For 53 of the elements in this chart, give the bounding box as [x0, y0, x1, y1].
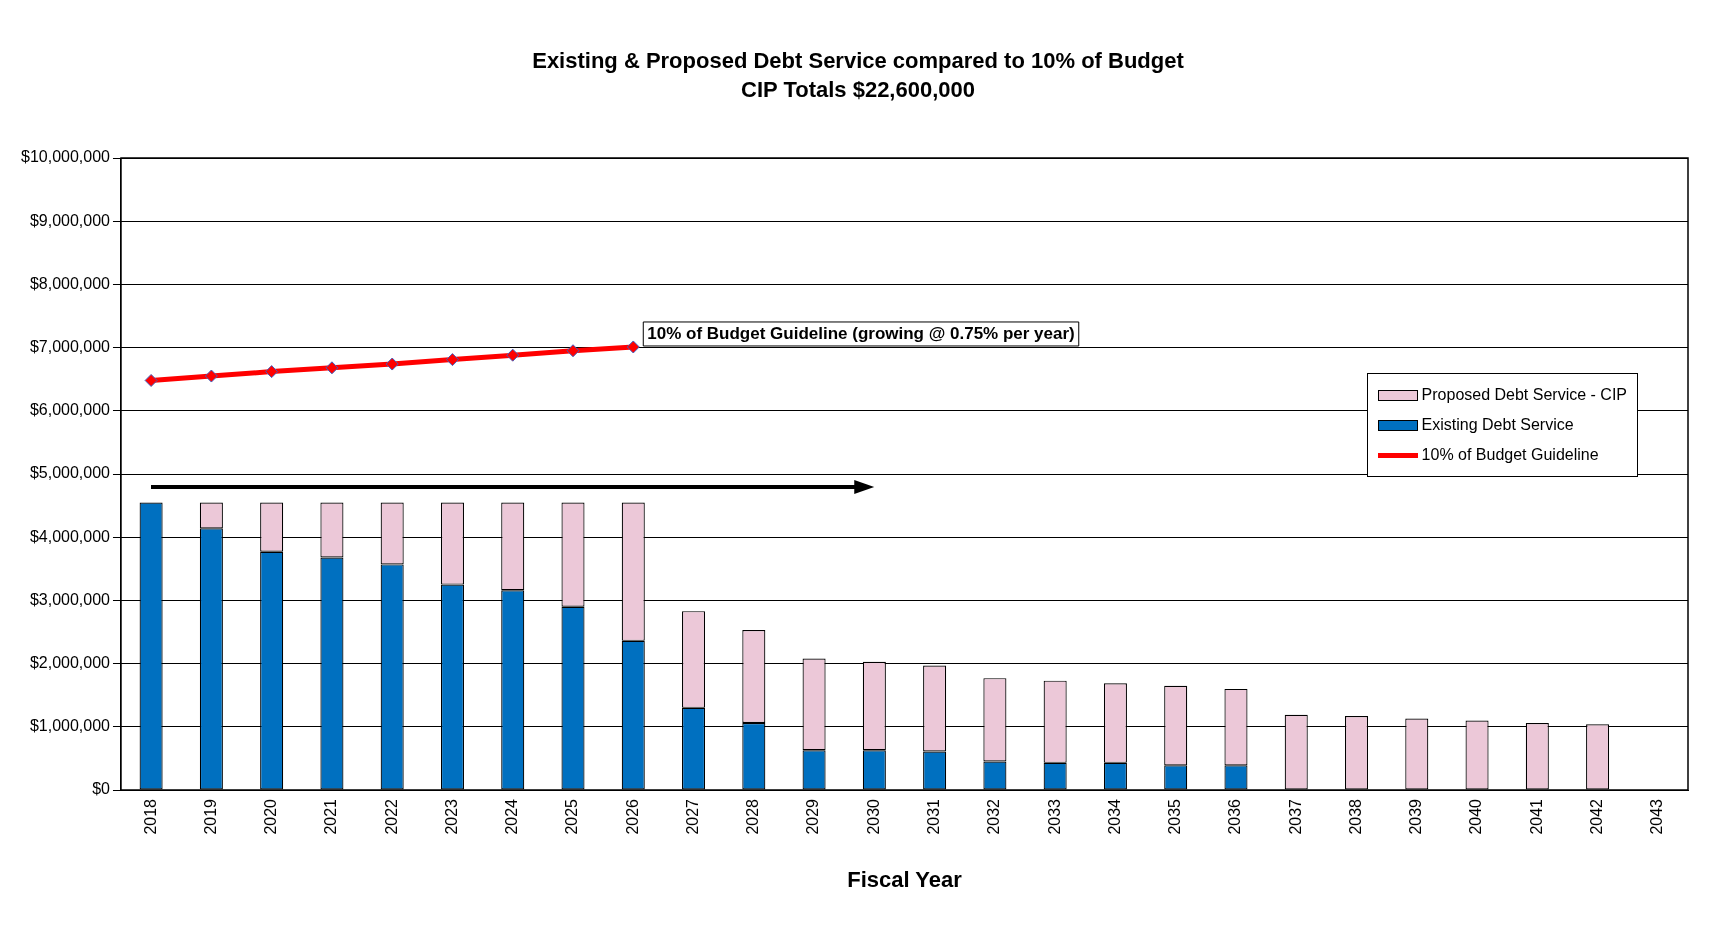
point — [204, 369, 218, 383]
x-tick-label: 2025 — [563, 798, 581, 835]
x-tick-label: 2037 — [1286, 798, 1304, 835]
y-tick-label: $8,000,000 — [29, 274, 111, 292]
x-tick-label: 2033 — [1045, 798, 1063, 835]
y-tick-label: $1,000,000 — [29, 717, 111, 735]
y-tick-label: $5,000,000 — [29, 464, 111, 482]
annotation: 10% of Budget Guideline (growing @ 0.75% per year) — [647, 323, 1075, 343]
x-tick-label: 2018 — [141, 798, 159, 835]
x-tick-label: 2020 — [262, 798, 280, 835]
x-tick-label: 2029 — [804, 798, 822, 835]
x-tick-label: 2036 — [1226, 798, 1244, 835]
point — [265, 365, 279, 379]
point — [144, 373, 158, 387]
y-tick-label: $9,000,000 — [29, 211, 111, 229]
x-tick-label: 2030 — [864, 798, 882, 835]
y-tick-label: $6,000,000 — [29, 401, 111, 419]
point — [506, 348, 520, 362]
x-tick-label: 2038 — [1346, 798, 1364, 835]
legend-label: Existing Debt Service — [1421, 416, 1574, 434]
point — [325, 361, 339, 375]
x-tick-label: 2043 — [1648, 798, 1666, 835]
x-tick-label: 2031 — [925, 798, 943, 835]
x-tick-label: 2042 — [1588, 798, 1605, 835]
x-tick-label: 2019 — [201, 798, 219, 835]
x-tick-label: 2039 — [1407, 798, 1425, 835]
x-tick-label: 2035 — [1166, 798, 1184, 835]
x-tick-label: 2024 — [503, 798, 521, 835]
y-tick-label: $10,000,000 — [20, 148, 111, 166]
x-tick-label: 2034 — [1105, 798, 1123, 835]
y-tick-label: $2,000,000 — [29, 654, 111, 672]
x-tick-label: 2023 — [442, 798, 460, 835]
x-tick-label: 2027 — [683, 798, 701, 835]
y-tick-label: $7,000,000 — [29, 338, 111, 356]
x-tick-label: 2032 — [985, 798, 1003, 835]
point — [385, 357, 399, 371]
chart-subtitle: CIP Totals $22,600,000 — [740, 76, 976, 104]
x-tick-label: 2041 — [1527, 798, 1545, 835]
legend-label: 10% of Budget Guideline — [1421, 446, 1599, 464]
x-axis-title: Fiscal Year — [847, 866, 963, 892]
x-tick-label: 2028 — [744, 798, 762, 835]
y-tick-label: $0 — [92, 780, 111, 798]
legend-label: Proposed Debt Service - CIP — [1421, 386, 1627, 404]
y-tick-label: $4,000,000 — [29, 527, 111, 545]
x-tick-label: 2021 — [322, 798, 340, 835]
x-tick-label: 2040 — [1467, 798, 1485, 835]
point — [445, 353, 459, 367]
point — [626, 340, 640, 354]
chart-title: Existing & Proposed Debt Service compared to 10% of Budget — [531, 47, 1185, 75]
point — [566, 344, 580, 358]
y-tick-label: $3,000,000 — [29, 590, 111, 608]
x-tick-label: 2022 — [382, 798, 400, 835]
x-tick-label: 2026 — [623, 798, 641, 835]
